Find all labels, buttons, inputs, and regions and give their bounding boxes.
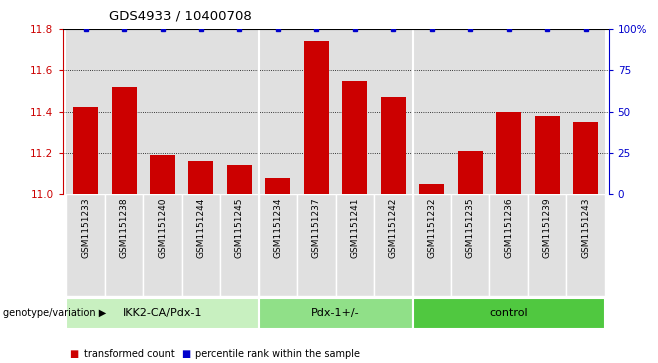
Text: genotype/variation ▶: genotype/variation ▶: [3, 308, 107, 318]
Text: GSM1151237: GSM1151237: [312, 197, 321, 258]
Bar: [297, 194, 336, 296]
Bar: [490, 29, 528, 194]
Bar: [413, 29, 451, 194]
Text: GSM1151234: GSM1151234: [273, 197, 282, 258]
Bar: [297, 29, 336, 194]
Bar: [451, 194, 490, 296]
Text: percentile rank within the sample: percentile rank within the sample: [195, 349, 361, 359]
Bar: [265, 178, 290, 194]
Bar: [105, 194, 143, 296]
Bar: [182, 194, 220, 296]
Bar: [413, 194, 451, 296]
Bar: [259, 194, 297, 296]
Bar: [143, 194, 182, 296]
Bar: [451, 29, 490, 194]
Bar: [534, 116, 559, 194]
Text: GSM1151240: GSM1151240: [158, 197, 167, 258]
Bar: [567, 194, 605, 296]
Text: transformed count: transformed count: [84, 349, 174, 359]
Bar: [66, 298, 259, 329]
Bar: [143, 29, 182, 194]
Bar: [381, 97, 406, 194]
Text: ■: ■: [69, 349, 78, 359]
Text: ■: ■: [181, 349, 190, 359]
Text: GSM1151235: GSM1151235: [466, 197, 474, 258]
Text: IKK2-CA/Pdx-1: IKK2-CA/Pdx-1: [123, 308, 202, 318]
Bar: [419, 184, 444, 194]
Text: GSM1151233: GSM1151233: [81, 197, 90, 258]
Text: GDS4933 / 10400708: GDS4933 / 10400708: [109, 9, 251, 22]
Bar: [458, 151, 483, 194]
Bar: [528, 29, 567, 194]
Bar: [496, 111, 521, 194]
Bar: [413, 298, 605, 329]
Text: GSM1151241: GSM1151241: [350, 197, 359, 258]
Bar: [567, 29, 605, 194]
Text: GSM1151238: GSM1151238: [120, 197, 128, 258]
Bar: [150, 155, 175, 194]
Text: GSM1151245: GSM1151245: [235, 197, 244, 258]
Bar: [374, 29, 413, 194]
Bar: [220, 29, 259, 194]
Bar: [374, 194, 413, 296]
Bar: [220, 194, 259, 296]
Bar: [573, 122, 598, 194]
Bar: [73, 107, 98, 194]
Text: GSM1151239: GSM1151239: [543, 197, 551, 258]
Text: GSM1151242: GSM1151242: [389, 197, 398, 258]
Bar: [112, 87, 137, 194]
Bar: [227, 165, 252, 194]
Bar: [528, 194, 567, 296]
Bar: [105, 29, 143, 194]
Bar: [182, 29, 220, 194]
Text: GSM1151243: GSM1151243: [581, 197, 590, 258]
Bar: [336, 194, 374, 296]
Bar: [490, 194, 528, 296]
Bar: [66, 29, 105, 194]
Bar: [259, 298, 413, 329]
Text: GSM1151236: GSM1151236: [504, 197, 513, 258]
Bar: [336, 29, 374, 194]
Bar: [342, 81, 367, 194]
Bar: [188, 161, 213, 194]
Text: control: control: [490, 308, 528, 318]
Bar: [259, 29, 297, 194]
Text: GSM1151232: GSM1151232: [427, 197, 436, 258]
Bar: [304, 41, 329, 194]
Bar: [66, 194, 105, 296]
Text: GSM1151244: GSM1151244: [197, 197, 205, 258]
Text: Pdx-1+/-: Pdx-1+/-: [311, 308, 360, 318]
